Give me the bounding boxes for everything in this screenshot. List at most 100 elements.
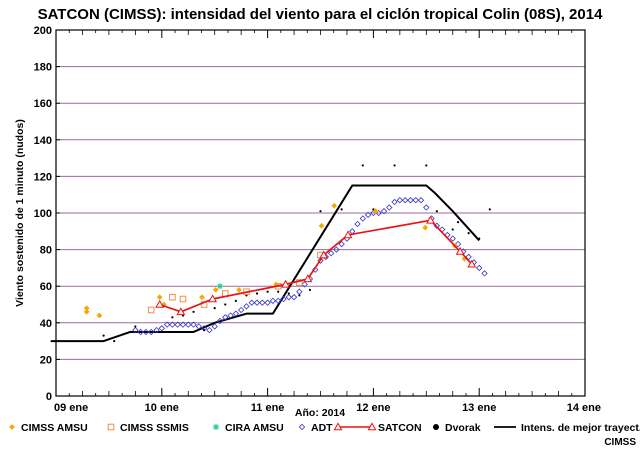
adt-point: [195, 323, 202, 330]
dvorak-point: [255, 292, 259, 295]
adt-point: [142, 328, 150, 336]
adt-point: [275, 297, 282, 305]
adt-point: [354, 220, 361, 228]
series-satcon: [155, 215, 477, 316]
adt-point: [386, 204, 393, 211]
adt-point: [407, 197, 414, 204]
satcon-point: [455, 246, 465, 255]
dvorak-point: [425, 164, 428, 167]
adt-point: [216, 317, 224, 325]
adt-point: [333, 246, 340, 253]
legend-item-satcon: SATCON: [333, 422, 422, 434]
dvorak-point: [435, 210, 438, 213]
adt-point: [243, 303, 250, 310]
dvorak-point: [171, 316, 174, 319]
y-tick-label: 40: [40, 318, 52, 330]
amsu-point: [199, 294, 205, 301]
adt-point: [222, 314, 229, 321]
dvorak-point: [134, 325, 137, 328]
series-layer: [50, 164, 491, 343]
amsu-point: [83, 305, 90, 312]
dvorak-point: [192, 310, 195, 313]
legend-label: CIRA AMSU: [225, 422, 284, 434]
series-dvorak: [102, 164, 491, 343]
y-axis-label: Viento sostenido de 1 minuto (nudos): [14, 119, 26, 307]
amsu-point: [83, 308, 90, 315]
series-adt: [132, 197, 488, 336]
amsu-point: [331, 202, 338, 209]
adt-point: [259, 299, 266, 306]
dvorak-point: [340, 208, 343, 211]
adt-point: [211, 323, 218, 330]
adt-point: [423, 204, 430, 211]
adt-point: [248, 299, 255, 306]
series-amsu: [83, 202, 468, 319]
dvorak-point: [277, 290, 280, 293]
adt-point: [206, 326, 213, 334]
adt-point: [280, 295, 287, 303]
dvorak-point: [213, 307, 216, 310]
dvorak-point: [361, 164, 364, 167]
x-tick-label: 12 ene: [356, 402, 390, 414]
adt-point: [449, 235, 456, 242]
legend-item-dvorak: Dvorak: [433, 422, 481, 434]
dvorak-point: [456, 221, 460, 224]
dvorak-point: [478, 237, 481, 240]
legend-label: CIMSS SSMIS: [120, 422, 189, 434]
adt-point: [153, 326, 160, 334]
legend-swatch-marker: [298, 423, 306, 431]
y-tick-label: 200: [34, 25, 52, 37]
adt-point: [391, 198, 398, 206]
adt-point: [364, 211, 372, 218]
adt-point: [481, 270, 488, 277]
ssmis-point: [179, 295, 187, 303]
dvorak-point: [451, 228, 454, 231]
satcon-point: [155, 299, 165, 308]
adt-point: [227, 312, 234, 319]
dvorak-point: [113, 340, 116, 343]
chart-title: SATCON (CIMSS): intensidad del viento pa…: [38, 6, 603, 23]
legend-item-cira: CIRA AMSU: [212, 422, 284, 434]
adt-point: [412, 197, 419, 204]
credit-label: CIMSS: [604, 437, 636, 448]
legend-swatch-marker: [367, 422, 377, 431]
adt-point: [396, 197, 404, 204]
dvorak-point: [488, 208, 491, 211]
adt-point: [169, 321, 176, 328]
amsu-point: [422, 224, 429, 231]
dvorak-point: [234, 299, 237, 302]
adt-point: [237, 306, 245, 314]
adt-point: [454, 240, 462, 248]
adt-point: [253, 299, 261, 306]
x-tick-label: 11 ene: [251, 402, 285, 414]
adt-point: [264, 299, 271, 306]
satcon-point: [281, 279, 291, 288]
legend-swatch-marker: [107, 423, 115, 431]
adt-point: [158, 325, 165, 332]
legend-label: Dvorak: [445, 422, 481, 434]
legend-item-ssmis: CIMSS SSMIS: [107, 422, 189, 434]
x-tick-label: 10 ene: [145, 402, 179, 414]
y-tick-label: 160: [34, 98, 52, 110]
dvorak-point: [467, 232, 470, 235]
y-axis-ticks: 0 20 40 60 80 100 120 140 160 180 200: [34, 25, 60, 403]
ssmis-point: [147, 306, 155, 314]
x-tick-label: 09 ene: [54, 402, 88, 414]
dvorak-point: [224, 303, 227, 306]
satcon-point: [303, 274, 313, 283]
y-tick-label: 140: [34, 135, 52, 147]
legend: CIMSS AMSU CIMSS SSMIS CIRA AMSU ADT SATCON D…: [9, 422, 640, 434]
satcon-point: [319, 250, 329, 259]
adt-point: [290, 294, 298, 301]
amsu-point: [96, 312, 103, 319]
amsu-point: [212, 286, 219, 293]
y-tick-label: 0: [46, 391, 52, 403]
best_track-line: [50, 184, 480, 343]
adt-point: [338, 240, 345, 248]
grid-lines: [56, 66, 585, 360]
satcon-point: [208, 294, 218, 303]
legend-label: Intens. de mejor trayect.: [521, 422, 640, 434]
series-ssmis: [147, 251, 324, 314]
dvorak-point: [319, 210, 322, 213]
